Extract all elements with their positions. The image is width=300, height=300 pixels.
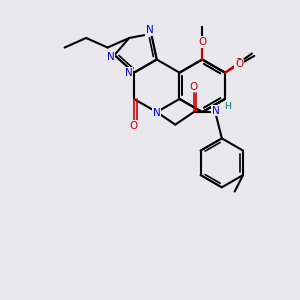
Text: N: N	[146, 25, 154, 35]
Text: O: O	[190, 82, 198, 92]
Text: O: O	[235, 59, 244, 69]
Text: N: N	[125, 68, 133, 78]
Text: N: N	[107, 52, 115, 61]
Text: O: O	[234, 58, 243, 68]
Text: N: N	[212, 106, 220, 116]
Text: N: N	[153, 108, 160, 118]
Text: O: O	[198, 37, 206, 47]
Text: O: O	[130, 121, 138, 131]
Text: O: O	[198, 37, 206, 47]
Text: H: H	[224, 102, 231, 111]
